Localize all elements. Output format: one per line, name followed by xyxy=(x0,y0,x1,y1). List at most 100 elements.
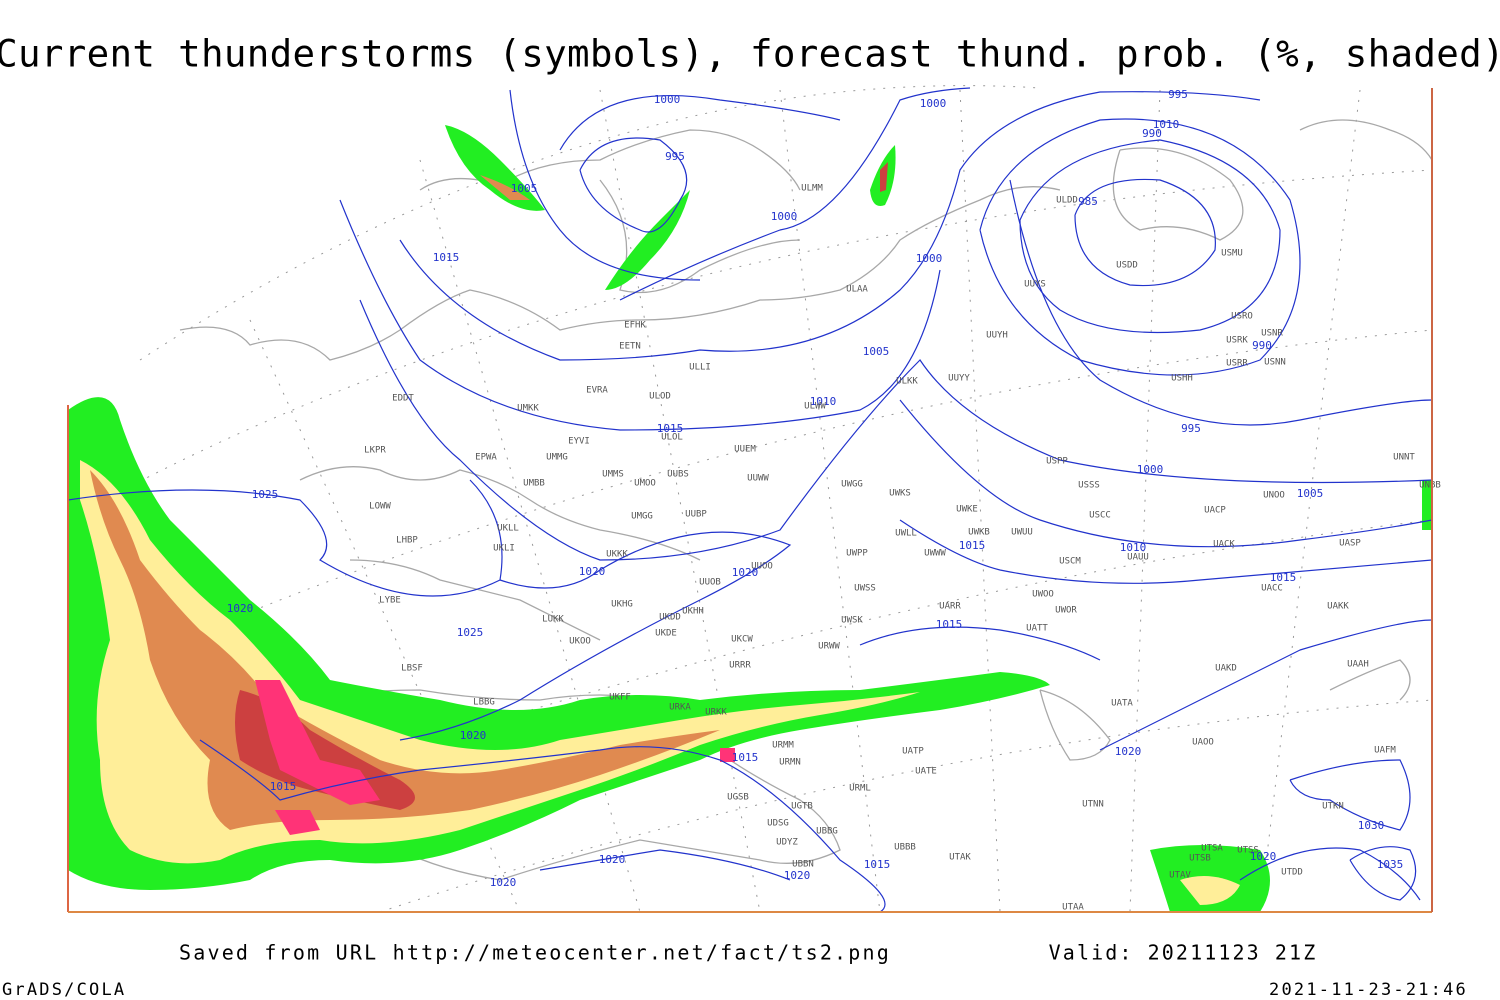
station-code: ULLI xyxy=(689,363,711,373)
station-code: UMBB xyxy=(523,479,545,489)
isobar-label: 1025 xyxy=(252,488,279,501)
isobar-label: 995 xyxy=(1168,88,1188,101)
station-code: UTAA xyxy=(1062,903,1084,913)
station-code: USHH xyxy=(1171,374,1193,384)
isobar-label: 1000 xyxy=(771,210,798,223)
graticule xyxy=(67,85,1433,913)
station-code: USSS xyxy=(1078,481,1100,491)
station-code: ULDD xyxy=(1056,196,1078,206)
station-code: UWUU xyxy=(1011,528,1033,538)
station-code: UWKE xyxy=(956,505,978,515)
isobar-label: 1010 xyxy=(1120,541,1147,554)
station-code: URRR xyxy=(729,661,751,671)
station-code: UWKS xyxy=(889,489,911,499)
station-code: USNN xyxy=(1264,358,1286,368)
station-code: ULWW xyxy=(804,402,826,412)
isobar-label: 1025 xyxy=(457,626,484,639)
station-code: UUWW xyxy=(747,474,769,484)
isobar-label: 990 xyxy=(1142,127,1162,140)
station-code: UDYZ xyxy=(776,838,798,848)
isobar-label: 1020 xyxy=(732,566,759,579)
isobar-label: 1015 xyxy=(1270,571,1297,584)
station-code: UACK xyxy=(1213,540,1235,550)
isobar-label: 995 xyxy=(1181,422,1201,435)
station-code: ULAA xyxy=(846,285,868,295)
station-code: ULOD xyxy=(649,392,671,402)
station-code: UKKK xyxy=(606,550,628,560)
station-code: UAOO xyxy=(1192,738,1214,748)
isobar-label: 1010 xyxy=(810,395,837,408)
station-code: UUOB xyxy=(699,578,721,588)
isobar-label: 1015 xyxy=(864,858,891,871)
isobar-label: 1015 xyxy=(732,751,759,764)
station-code: UMOO xyxy=(634,479,656,489)
station-code: USRO xyxy=(1231,312,1253,322)
station-code: UUYS xyxy=(1024,280,1046,290)
station-code: UUEM xyxy=(734,445,756,455)
station-code: UACP xyxy=(1204,506,1226,516)
station-code: UWOR xyxy=(1055,606,1077,616)
isobar-label: 1015 xyxy=(657,422,684,435)
isobar-label: 1015 xyxy=(433,251,460,264)
station-code: UNBB xyxy=(1419,481,1441,491)
isobar-label: 1020 xyxy=(227,602,254,615)
station-code: UKHH xyxy=(682,607,704,617)
station-code: UATP xyxy=(902,747,924,757)
station-code: UTKN xyxy=(1322,802,1344,812)
station-code: UARR xyxy=(939,602,961,612)
station-code: UKCW xyxy=(731,635,753,645)
station-code: UWSK xyxy=(841,616,863,626)
isobar-label: 985 xyxy=(1078,195,1098,208)
station-code: UWPP xyxy=(846,549,868,559)
station-code: LKPR xyxy=(364,446,386,456)
map-frame xyxy=(67,88,1433,913)
station-code: USDD xyxy=(1116,261,1138,271)
isobar-label: 1020 xyxy=(579,565,606,578)
station-code: EFHK xyxy=(624,321,646,331)
software: GrADS/COLA xyxy=(2,980,126,1000)
station-code: ULOL xyxy=(661,433,683,443)
station-code: UMMG xyxy=(546,453,568,463)
station-code: LBSF xyxy=(401,664,423,674)
station-code: USCM xyxy=(1059,557,1081,567)
isobar-label: 1005 xyxy=(511,182,538,195)
station-code: EVRA xyxy=(586,386,608,396)
station-code: UMMS xyxy=(602,470,624,480)
station-code: UASP xyxy=(1339,539,1361,549)
station-code: UKOO xyxy=(569,637,591,647)
station-code: UUBP xyxy=(685,510,707,520)
source-url: Saved from URL http://meteocenter.net/fa… xyxy=(179,941,891,965)
station-code: UWGG xyxy=(841,480,863,490)
station-code: URMM xyxy=(772,741,794,751)
title: Current thunderstorms (symbols), forecas… xyxy=(0,32,1500,76)
station-code: UTSB xyxy=(1189,854,1211,864)
station-code: URMN xyxy=(779,758,801,768)
station-code: UTAV xyxy=(1169,871,1191,881)
isobar-label: 1015 xyxy=(936,618,963,631)
isobar-label: 995 xyxy=(665,150,685,163)
station-code: USNR xyxy=(1261,329,1283,339)
isobar-label: 1000 xyxy=(920,97,947,110)
isobar-label: 1020 xyxy=(784,869,811,882)
isobar-label: 1015 xyxy=(959,539,986,552)
station-code: UATE xyxy=(915,767,937,777)
coastlines xyxy=(69,119,1433,881)
station-code: UTSS xyxy=(1237,846,1259,856)
station-code: UWLL xyxy=(895,529,917,539)
station-code: UAKK xyxy=(1327,602,1349,612)
station-code: UAUU xyxy=(1127,553,1149,563)
station-code: UTSA xyxy=(1201,844,1223,854)
station-code: USPP xyxy=(1046,457,1068,467)
station-code: UKLL xyxy=(497,524,519,534)
station-code: EPWA xyxy=(475,453,497,463)
station-code: UAFM xyxy=(1374,746,1396,756)
station-code: URKA xyxy=(669,703,691,713)
station-code: UWSS xyxy=(854,584,876,594)
station-code: UKDD xyxy=(659,613,681,623)
station-code: UACC xyxy=(1261,584,1283,594)
station-code: UAAH xyxy=(1347,660,1369,670)
isobar-label: 1005 xyxy=(1297,487,1324,500)
isobar-label: 1000 xyxy=(654,93,681,106)
isobar-label: 990 xyxy=(1252,339,1272,352)
